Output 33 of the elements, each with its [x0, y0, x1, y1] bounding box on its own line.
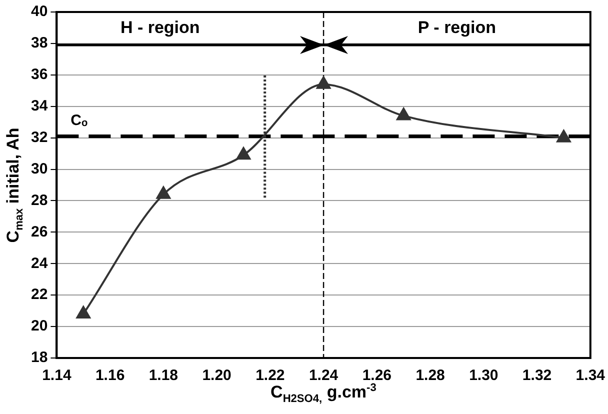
- point: [396, 108, 411, 120]
- y-tick-label: 26: [30, 223, 48, 240]
- x-tick-label: 1.16: [95, 367, 125, 384]
- y-tick-label: 28: [30, 192, 48, 209]
- y-tick-label: 22: [30, 286, 48, 304]
- y-tick-label: 36: [30, 66, 48, 84]
- x-tick-label: 1.14: [42, 367, 72, 384]
- x-tick-label: 1.22: [256, 367, 285, 384]
- y-tick-label: 34: [30, 98, 48, 115]
- x-tick-label: 1.26: [362, 367, 392, 384]
- point: [236, 147, 251, 160]
- x-tick-label: 1.30: [469, 367, 498, 384]
- point: [556, 130, 571, 142]
- ref-line-label: Cₒ: [70, 112, 88, 129]
- y-tick-label: 30: [30, 160, 48, 178]
- annotation: H - region: [120, 18, 200, 38]
- x-tick-label: 1.32: [522, 367, 552, 384]
- x-tick-label: 1.28: [416, 367, 445, 384]
- y-tick-label: 38: [30, 34, 48, 52]
- y-tick-label: 24: [30, 254, 48, 272]
- y-tick-label: 32: [30, 128, 48, 146]
- annotation: P - region: [418, 18, 496, 38]
- x-tick-label: 1.24: [308, 367, 339, 384]
- point: [156, 186, 170, 199]
- y-tick-label: 18: [30, 349, 48, 366]
- x-tick-label: 1.34: [576, 367, 606, 384]
- y-tick-label: 40: [30, 3, 48, 20]
- y-tick-label: 20: [30, 318, 48, 335]
- point: [76, 306, 90, 318]
- x-axis-title: C$_{H2SO4,}$ g.cm$^{-3}$: [270, 382, 376, 406]
- x-tick-label: 1.18: [148, 367, 178, 384]
- x-tick-label: 1.20: [202, 367, 232, 384]
- point: [316, 76, 331, 89]
